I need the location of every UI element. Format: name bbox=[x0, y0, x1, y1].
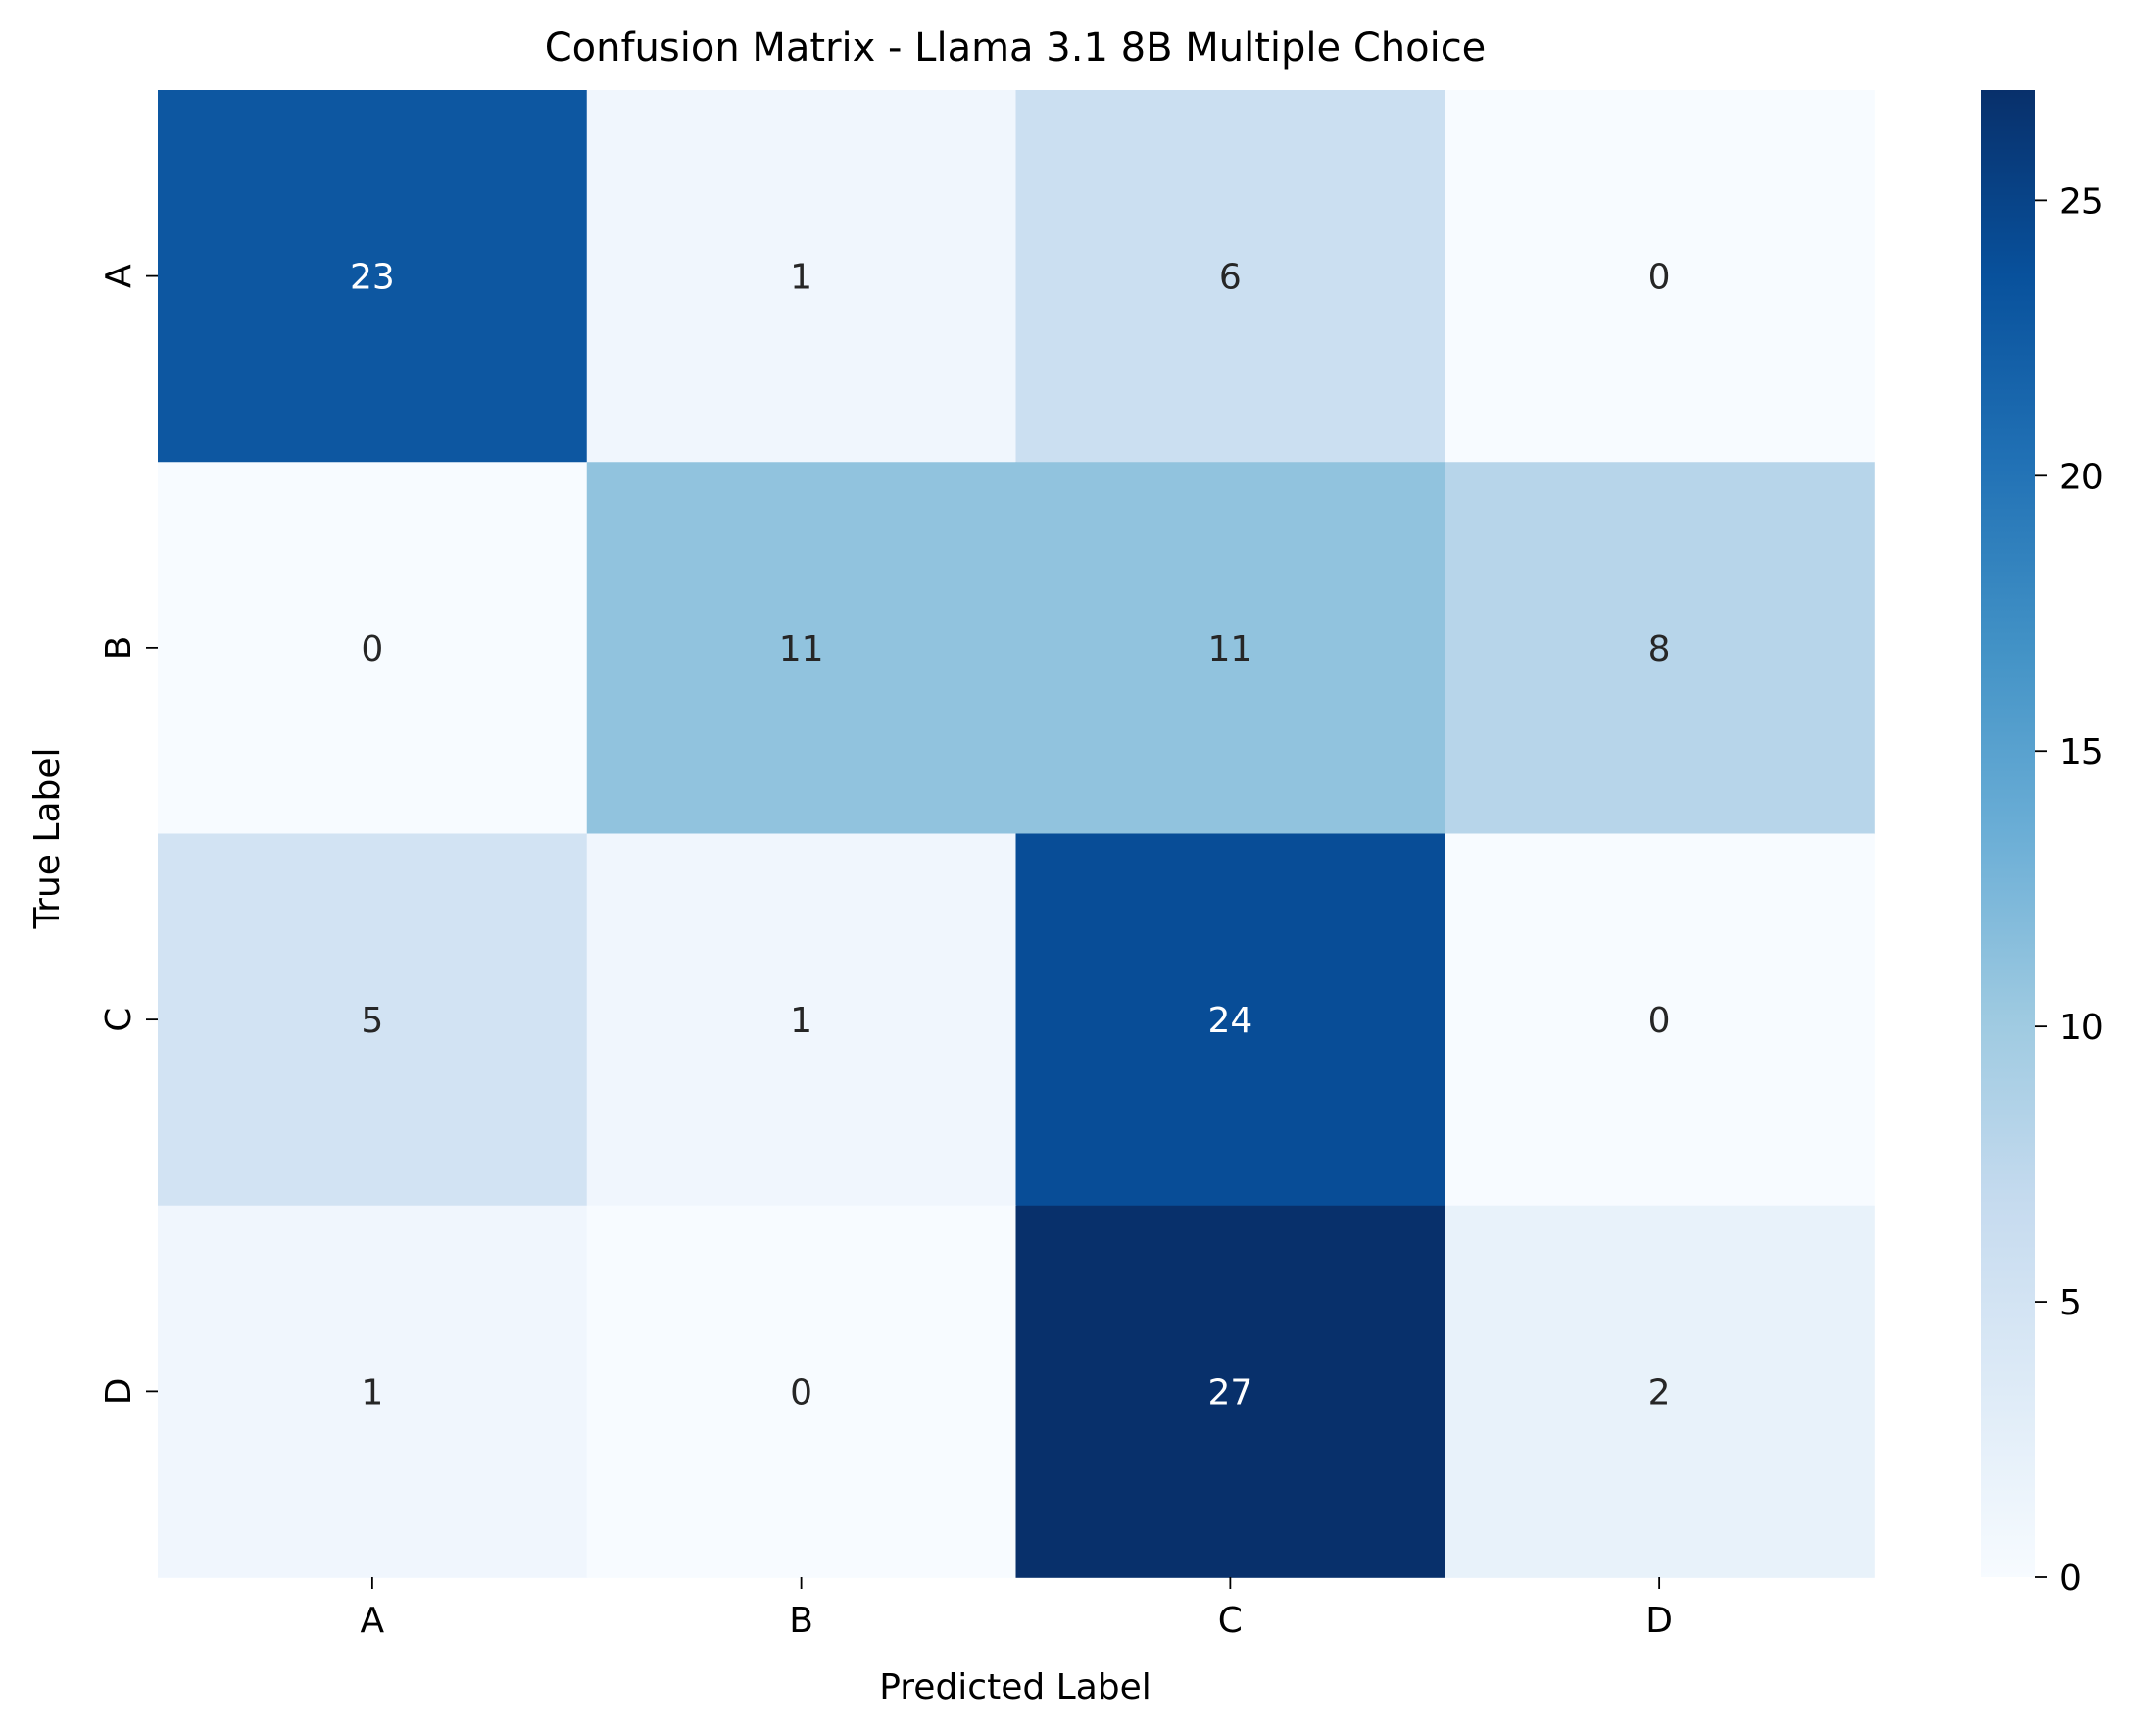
cell-value-label-C-D: 0 bbox=[1648, 1001, 1671, 1041]
x-tick-label-A: A bbox=[361, 1601, 385, 1641]
heatmap-cell-B-A bbox=[158, 462, 588, 835]
colorbar-tick-label-15: 15 bbox=[2059, 732, 2104, 772]
colorbar-tick-label-10: 10 bbox=[2059, 1008, 2104, 1048]
y-axis: A B C D bbox=[99, 264, 158, 1405]
cell-value-label-A-D: 0 bbox=[1648, 258, 1671, 298]
heatmap-cell-B-C bbox=[1015, 462, 1446, 835]
chart-title: Confusion Matrix - Llama 3.1 8B Multiple… bbox=[545, 25, 1487, 71]
cell-value-label-D-B: 0 bbox=[790, 1372, 812, 1412]
x-axis-label: Predicted Label bbox=[879, 1667, 1152, 1708]
x-tick-label-B: B bbox=[789, 1601, 813, 1641]
heatmap-cell-C-C bbox=[1015, 833, 1446, 1207]
y-axis-label: True Label bbox=[27, 747, 68, 929]
heatmap-cell-C-A bbox=[158, 833, 588, 1207]
cell-value-label-A-B: 1 bbox=[790, 258, 812, 298]
heatmap-cell-D-C bbox=[1015, 1205, 1446, 1578]
y-tick-label-B: B bbox=[99, 636, 139, 661]
heatmap-cell-A-D bbox=[1445, 90, 1875, 464]
x-tick-label-C: C bbox=[1218, 1601, 1243, 1641]
colorbar-tick-label-0: 0 bbox=[2059, 1559, 2082, 1599]
heatmap-cell-B-B bbox=[586, 462, 1017, 835]
cell-value-label-D-A: 1 bbox=[361, 1372, 383, 1412]
heatmap-cells bbox=[158, 90, 1875, 1578]
cell-value-label-C-A: 5 bbox=[361, 1001, 383, 1041]
x-axis: A B C D bbox=[361, 1577, 1673, 1641]
cell-value-label-B-B: 11 bbox=[779, 629, 824, 669]
colorbar-tick-label-5: 5 bbox=[2059, 1283, 2082, 1323]
colorbar: 0 5 10 15 20 25 bbox=[1981, 90, 2104, 1599]
cell-value-label-A-C: 6 bbox=[1219, 258, 1242, 298]
heatmap-cell-A-C bbox=[1015, 90, 1446, 464]
colorbar-gradient-bar bbox=[1981, 90, 2035, 1577]
colorbar-tick-label-20: 20 bbox=[2059, 457, 2104, 497]
colorbar-ticks: 0 5 10 15 20 25 bbox=[2035, 181, 2104, 1599]
cell-value-label-B-D: 8 bbox=[1648, 629, 1671, 669]
y-tick-label-A: A bbox=[99, 264, 139, 288]
heatmap-cell-C-B bbox=[586, 833, 1017, 1207]
cell-value-label-B-A: 0 bbox=[361, 629, 383, 669]
heatmap-cell-D-D bbox=[1445, 1205, 1875, 1578]
colorbar-tick-label-25: 25 bbox=[2059, 181, 2104, 222]
cell-value-label-D-D: 2 bbox=[1648, 1372, 1671, 1412]
heatmap-cell-D-B bbox=[586, 1205, 1017, 1578]
heatmap-cell-A-A bbox=[158, 90, 588, 464]
cell-value-label-B-C: 11 bbox=[1207, 629, 1252, 669]
cell-value-labels: 23 1 6 0 0 11 11 8 5 1 24 0 1 0 27 2 bbox=[350, 258, 1671, 1413]
y-tick-label-C: C bbox=[99, 1008, 139, 1032]
y-tick-label-D: D bbox=[99, 1378, 139, 1406]
heatmap-cell-B-D bbox=[1445, 462, 1875, 835]
cell-value-label-C-C: 24 bbox=[1207, 1001, 1252, 1041]
heatmap-cell-C-D bbox=[1445, 833, 1875, 1207]
heatmap-cell-D-A bbox=[158, 1205, 588, 1578]
heatmap-cell-A-B bbox=[586, 90, 1017, 464]
x-tick-label-D: D bbox=[1645, 1601, 1673, 1641]
cell-value-label-A-A: 23 bbox=[350, 258, 395, 298]
cell-value-label-D-C: 27 bbox=[1207, 1372, 1252, 1412]
cell-value-label-C-B: 1 bbox=[790, 1001, 812, 1041]
